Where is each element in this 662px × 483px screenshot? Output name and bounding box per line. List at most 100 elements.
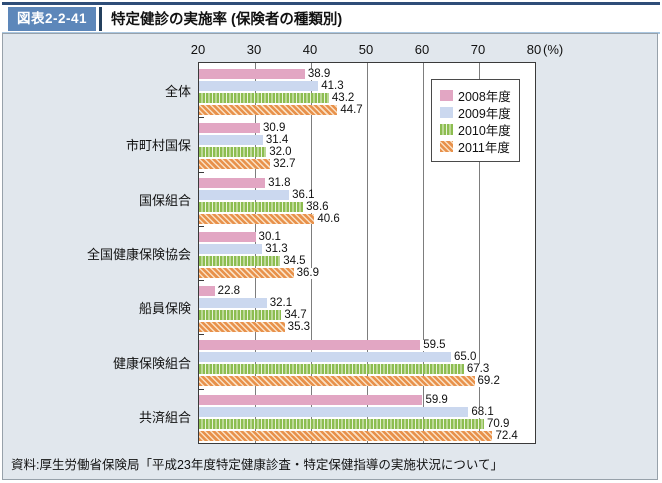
value-label: 41.3: [320, 80, 345, 92]
value-label: 31.8: [267, 176, 292, 189]
figure-title: 特定健診の実施率 (保険者の種類別): [111, 12, 343, 28]
bar-2010年度: [199, 147, 267, 158]
value-label: 68.1: [470, 405, 495, 418]
x-axis-unit-label: (%): [543, 42, 564, 57]
y-axis-group-tick: [199, 334, 204, 335]
value-label: 59.5: [422, 339, 447, 352]
legend-swatch: [440, 107, 453, 118]
bar-2009年度: [199, 243, 263, 254]
value-label: 30.9: [262, 122, 287, 135]
legend-item: 2008年度: [440, 87, 519, 104]
bar-2011年度: [199, 159, 271, 170]
value-label: 44.7: [339, 104, 364, 116]
category-label: 市町村国保: [125, 138, 191, 154]
value-label: 34.5: [282, 254, 307, 267]
x-tick-label: 20: [190, 42, 206, 57]
value-label: 38.9: [306, 68, 332, 80]
bar-2010年度: [199, 201, 304, 212]
bar-2008年度: [199, 394, 423, 405]
category-label: 共済組合: [138, 409, 191, 425]
value-label: 32.0: [268, 146, 293, 159]
value-label: 34.7: [283, 309, 308, 322]
bar-2011年度: [199, 322, 285, 333]
value-label: 36.1: [291, 188, 316, 201]
bar-2008年度: [199, 177, 266, 188]
bar-2010年度: [199, 418, 485, 429]
x-tick-label: 50: [358, 42, 374, 57]
bar-2010年度: [199, 364, 464, 375]
x-tick-label: 60: [414, 42, 430, 57]
category-label: 健康保険組合: [112, 355, 191, 371]
value-label: 38.6: [305, 200, 330, 213]
legend-swatch: [440, 141, 453, 152]
x-tick-label: 80: [526, 42, 542, 57]
bar-2008年度: [199, 69, 305, 79]
legend-label: 2011年度: [458, 141, 510, 155]
y-axis-group-tick: [199, 226, 204, 227]
legend-item: 2010年度: [440, 121, 519, 138]
bar-2009年度: [199, 81, 319, 91]
gridline: [423, 63, 424, 443]
bar-2011年度: [199, 105, 338, 115]
legend-label: 2008年度: [458, 90, 511, 104]
value-label: 32.1: [268, 297, 294, 310]
value-label: 30.1: [257, 230, 282, 243]
legend-swatch: [440, 90, 453, 101]
source-note: 資料:厚生労働省保険局「平成23年度特定健康診査・特定保健指導の実施状況について…: [11, 458, 504, 472]
bar-2011年度: [199, 430, 493, 441]
figure-header: 図表2-2-41 特定健診の実施率 (保険者の種類別): [2, 2, 660, 34]
value-label: 69.2: [476, 375, 501, 388]
bar-2009年度: [199, 298, 267, 309]
header-divider: [99, 6, 103, 31]
value-label: 59.9: [424, 393, 449, 406]
bar-2008年度: [199, 123, 261, 134]
value-label: 31.4: [264, 134, 290, 147]
legend-label: 2009年度: [458, 107, 511, 121]
legend-label: 2010年度: [458, 124, 511, 138]
value-label: 65.0: [453, 351, 478, 364]
y-axis-group-tick: [199, 117, 204, 118]
bar-2011年度: [199, 267, 294, 278]
bar-2011年度: [199, 213, 315, 224]
value-label: 35.3: [286, 321, 312, 334]
category-label: 国保組合: [138, 192, 191, 208]
legend-item: 2009年度: [440, 104, 519, 121]
y-axis-group-tick: [199, 280, 204, 281]
value-label: 72.4: [494, 429, 519, 442]
category-label: 船員保険: [138, 301, 191, 317]
y-axis-group-tick: [199, 389, 204, 390]
value-label: 36.9: [295, 266, 321, 279]
bar-2008年度: [199, 231, 256, 242]
legend-item: 2011年度: [440, 138, 519, 155]
y-axis-group-tick: [199, 172, 204, 173]
bar-2010年度: [199, 255, 281, 266]
x-tick-label: 40: [302, 42, 318, 57]
bar-2011年度: [199, 376, 475, 387]
bar-2009年度: [199, 406, 469, 417]
value-label: 32.7: [272, 158, 297, 171]
value-label: 43.2: [330, 92, 356, 104]
category-label: 全国健康保険協会: [86, 247, 191, 262]
value-label: 67.3: [465, 363, 491, 376]
bar-2008年度: [199, 340, 421, 351]
bar-2008年度: [199, 286, 215, 297]
value-label: 31.3: [264, 242, 289, 255]
x-tick-label: 70: [470, 42, 486, 57]
value-label: 40.6: [316, 212, 341, 225]
category-label: 全体: [164, 84, 191, 100]
value-label: 22.8: [216, 285, 242, 298]
bar-2010年度: [199, 310, 282, 321]
gridline: [311, 63, 312, 443]
legend-swatch: [440, 124, 453, 135]
gridline: [479, 63, 480, 443]
x-tick-label: 30: [246, 42, 262, 57]
bar-2009年度: [199, 135, 263, 146]
bar-2010年度: [199, 93, 329, 103]
bar-2009年度: [199, 189, 290, 200]
legend: 2008年度 2009年度 2010年度 2011年度: [431, 79, 520, 162]
chart-panel: 20 30 40 50 60 70 80 (%) 38.9 41.3 43.2 44.7 30.9 31…: [2, 33, 658, 480]
value-label: 70.9: [486, 417, 511, 430]
gridline: [367, 63, 368, 443]
bar-2009年度: [199, 352, 451, 363]
